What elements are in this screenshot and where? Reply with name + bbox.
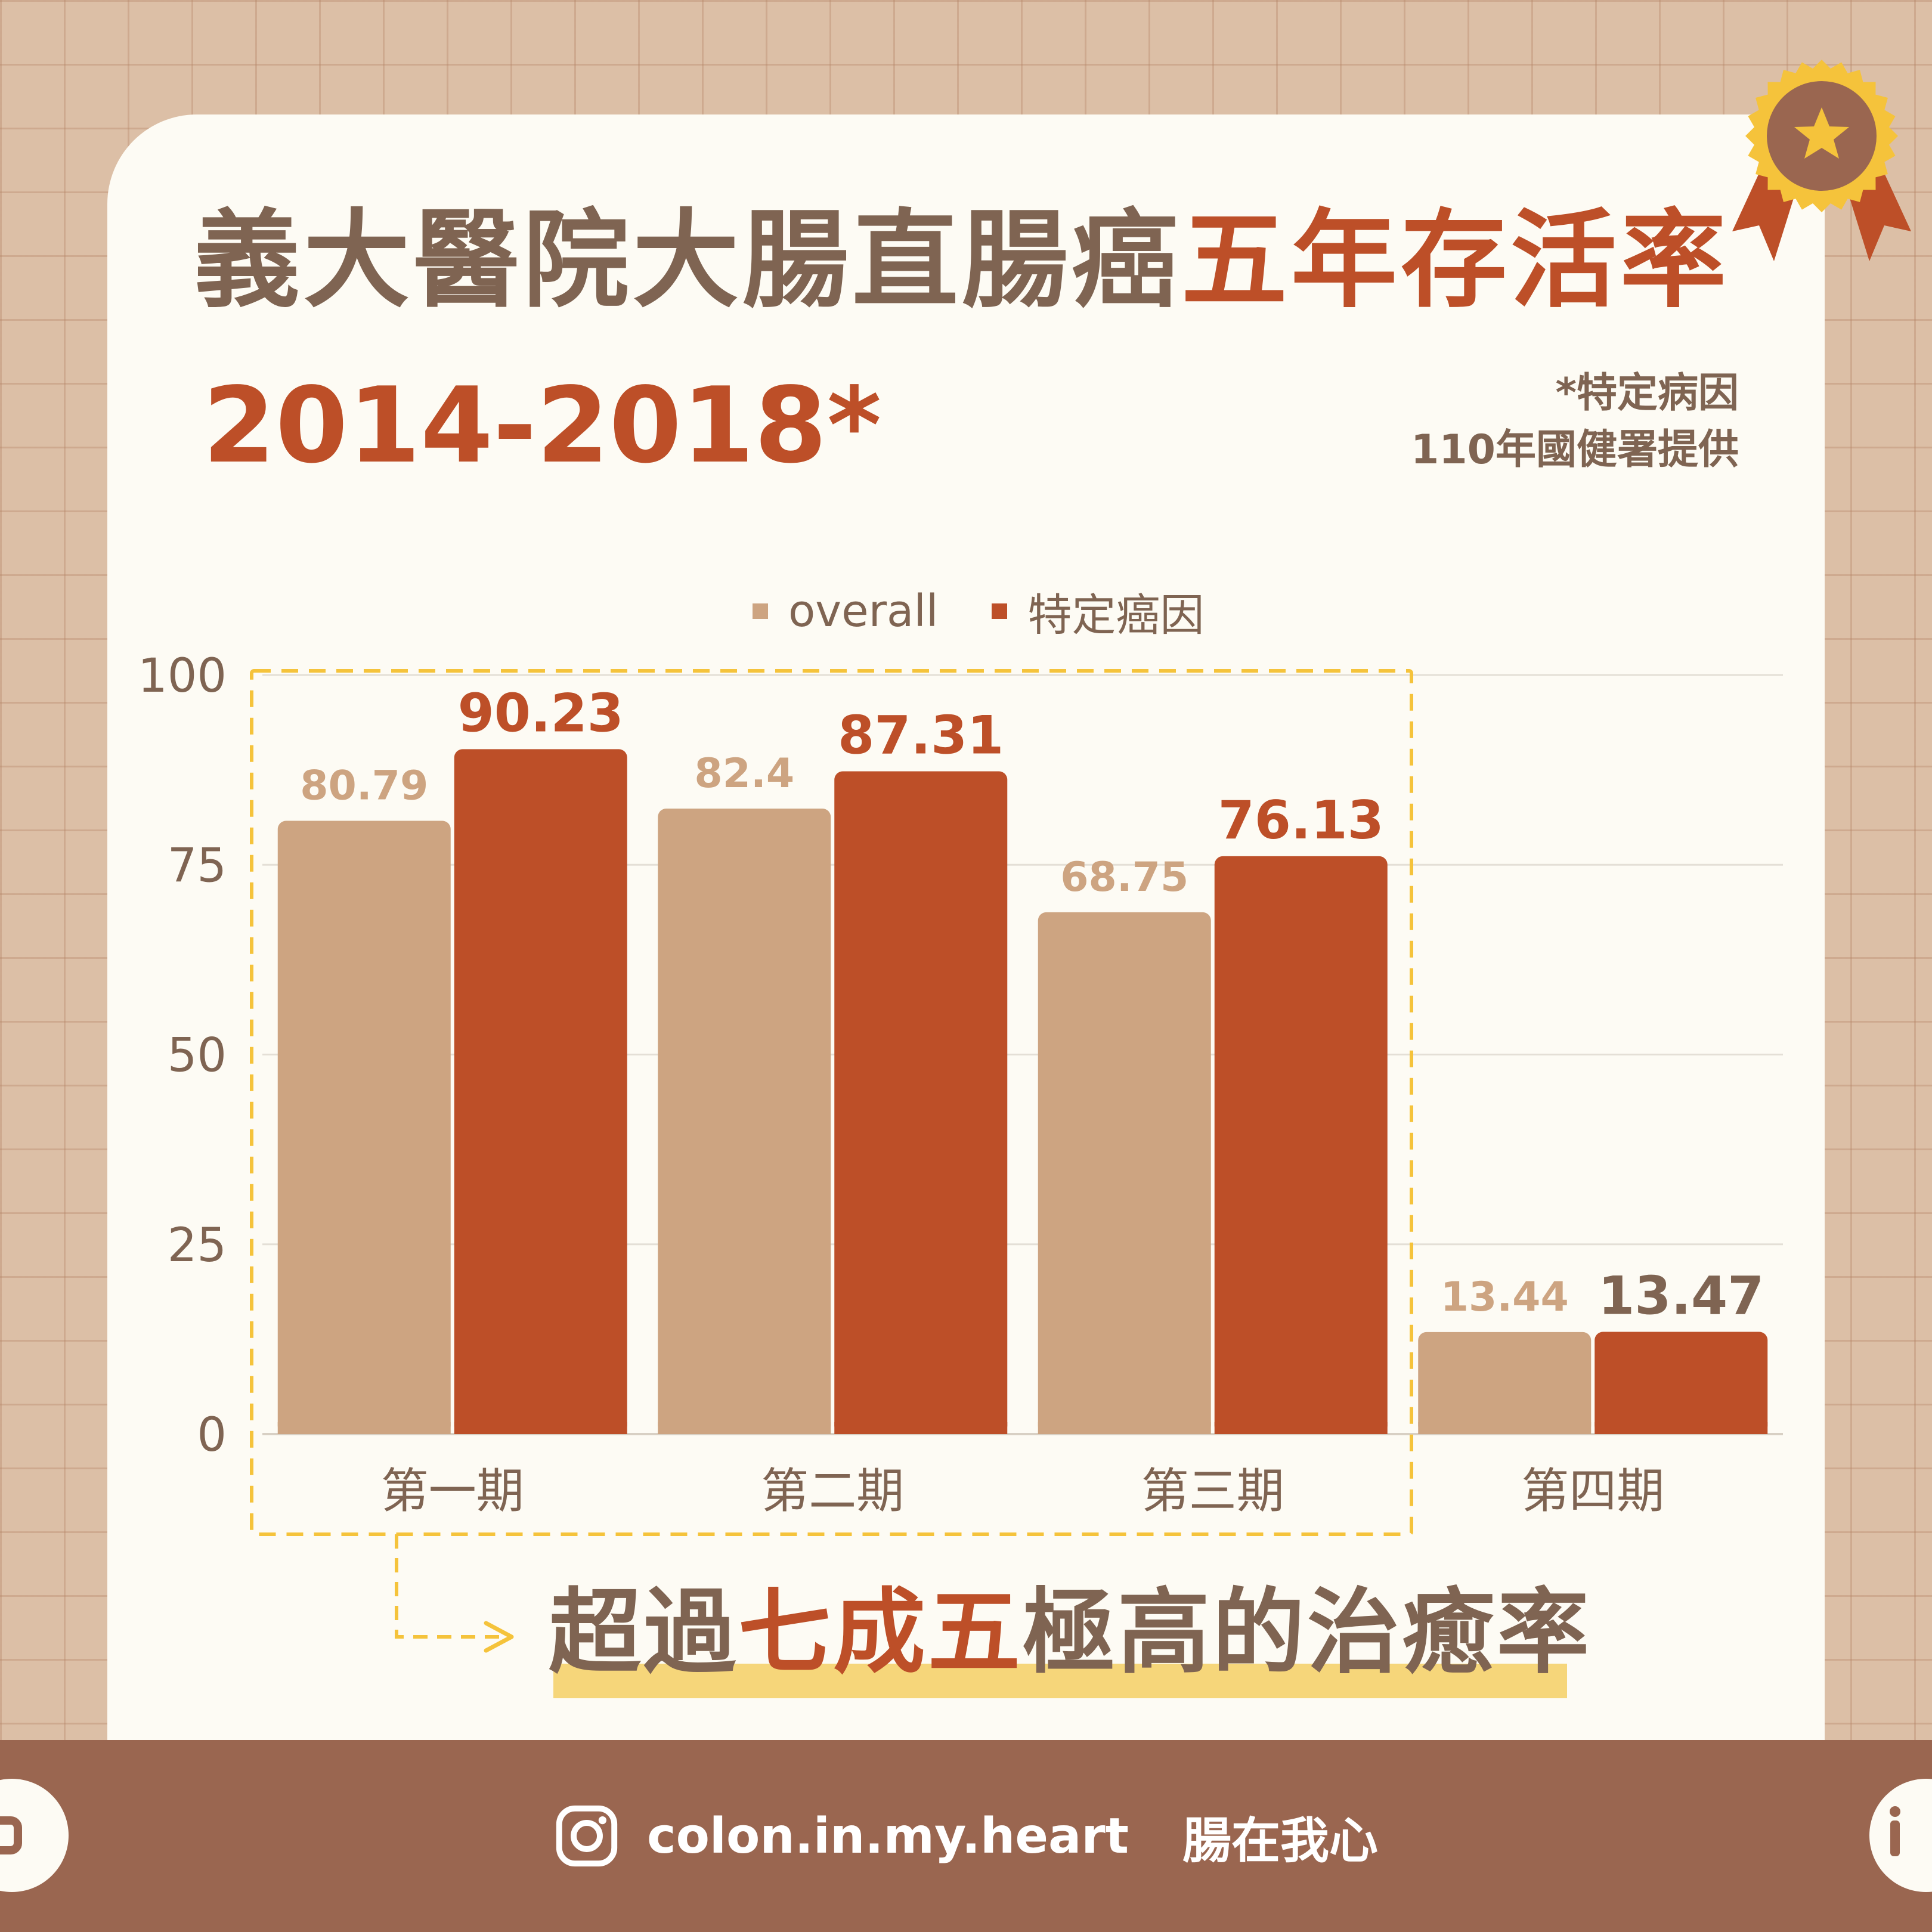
bar-overall — [1418, 1332, 1592, 1434]
bar-base — [1214, 1422, 1388, 1434]
y-tick-label: 100 — [138, 649, 227, 703]
award-badge-icon — [1732, 60, 1911, 261]
data-label: 76.13 — [1218, 789, 1384, 851]
bar-base — [1418, 1422, 1592, 1434]
data-label: 13.44 — [1441, 1274, 1569, 1321]
bar-overall — [277, 821, 451, 1434]
x-tick-label: 第四期 — [1521, 1463, 1664, 1519]
data-label: 87.31 — [838, 705, 1004, 766]
bar-overall — [658, 809, 831, 1434]
chart-legend: overall 特定癌因 — [753, 581, 1258, 641]
bar-specific — [1214, 856, 1388, 1434]
callout-highlight-bar — [553, 1664, 1567, 1698]
bar-specific — [1594, 1332, 1768, 1434]
legend-swatch-specific — [992, 603, 1008, 619]
instagram-handle-link[interactable]: colon.in.my.heart — [646, 1807, 1129, 1865]
legend-label-overall: overall — [788, 586, 939, 637]
bar-base — [454, 1422, 627, 1434]
callout-text: 超過七成五極高的治癒率 — [549, 1578, 1592, 1686]
legend-label-specific: 特定癌因 — [1027, 589, 1205, 641]
bar-base — [1038, 1422, 1211, 1434]
highlight-box — [250, 669, 1413, 1536]
source-note: *特定病因 110年國健署提供 — [1411, 365, 1739, 478]
bar-specific — [834, 771, 1008, 1434]
data-label: 13.47 — [1598, 1265, 1764, 1327]
data-label: 68.75 — [1060, 854, 1188, 901]
survival-bar-chart: 0 25 50 75 100 80.79 90.23 第一期 82.4 87.31 第二期 68.75… — [138, 649, 1783, 1653]
year-range: 2014-2018* — [203, 366, 882, 487]
bar-base — [658, 1422, 831, 1434]
decorative-left-icon — [0, 1779, 69, 1892]
x-tick-label: 第三期 — [1141, 1463, 1284, 1519]
brand-name: 腸在我心 — [1182, 1812, 1379, 1869]
y-tick-label: 25 — [168, 1219, 227, 1272]
y-tick-label: 0 — [197, 1408, 227, 1462]
bar-overall — [1038, 912, 1211, 1434]
y-tick-label: 75 — [168, 839, 227, 893]
callout-arrow-line — [395, 1534, 501, 1639]
bar-specific — [454, 749, 627, 1434]
data-label: 82.4 — [694, 750, 794, 797]
decorative-right-icon — [1869, 1779, 1932, 1892]
y-tick-label: 50 — [168, 1029, 227, 1083]
x-tick-label: 第一期 — [381, 1463, 524, 1519]
note-source: 110年國健署提供 — [1411, 426, 1739, 474]
bar-base — [834, 1422, 1008, 1434]
footer-content: colon.in.my.heart 腸在我心 — [0, 1740, 1932, 1932]
bar-base — [277, 1422, 451, 1434]
legend-swatch-overall — [753, 603, 768, 619]
x-tick-label: 第二期 — [761, 1463, 904, 1519]
legend-item-overall: overall — [753, 586, 938, 637]
arrow-head-icon — [484, 1621, 514, 1653]
data-label: 80.79 — [300, 763, 428, 810]
data-label: 90.23 — [458, 682, 624, 744]
page-title: 義大醫院大腸直腸癌五年存活率 — [194, 199, 1730, 322]
bar-base — [1594, 1422, 1768, 1434]
instagram-icon — [556, 1805, 618, 1867]
note-specific-cause: *特定病因 — [1555, 370, 1739, 417]
legend-item-specific: 特定癌因 — [992, 580, 1204, 643]
footer: colon.in.my.heart 腸在我心 — [0, 1740, 1932, 1932]
